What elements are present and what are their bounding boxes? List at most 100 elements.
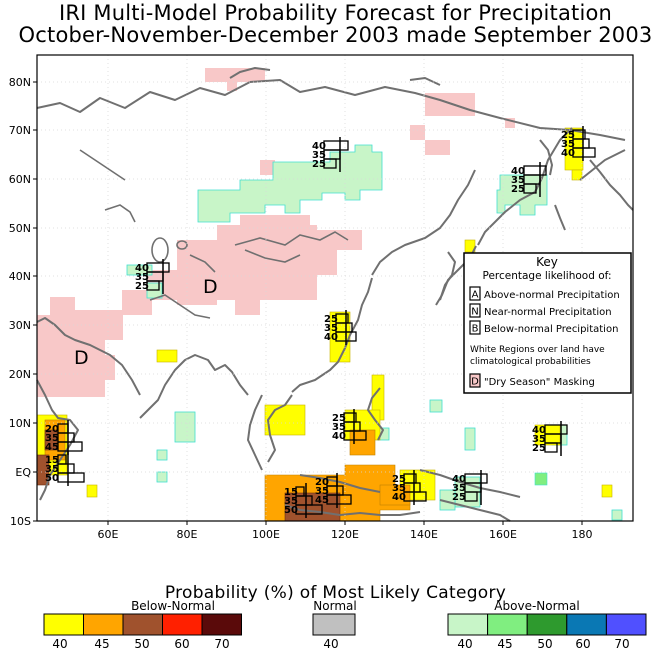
- key-note-line1: White Regions over land have: [470, 345, 605, 355]
- probability-box: 40 35 25: [452, 470, 488, 505]
- prob-value: 35: [532, 434, 546, 445]
- prob-value: 20: [315, 477, 329, 488]
- prob-value: 25: [532, 443, 546, 454]
- key-letter-a: A: [472, 290, 479, 301]
- key-letter-n: N: [471, 307, 478, 318]
- prob-value: 25: [324, 314, 338, 325]
- prob-value: 45: [45, 442, 59, 453]
- lon-label: 160E: [489, 528, 517, 541]
- prob-value: 35: [45, 464, 59, 475]
- key-row-near: Near-normal Precipitation: [484, 307, 612, 318]
- probability-box: 40 35 25: [511, 162, 547, 197]
- key-row-dry: "Dry Season" Masking: [484, 377, 595, 388]
- dry-season-marker: D: [74, 347, 89, 369]
- lat-label: 60N: [9, 173, 31, 186]
- colorbar-tick: 45: [94, 637, 109, 650]
- colorbar-normal-label: Normal: [313, 599, 356, 613]
- colorbar-tick: 70: [614, 637, 629, 650]
- lat-label: 70N: [9, 124, 31, 137]
- prob-value: 25: [392, 474, 406, 485]
- colorbar-swatch: [487, 613, 528, 636]
- colorbar-tick: 50: [537, 637, 552, 650]
- lat-label: 80N: [9, 76, 31, 89]
- prob-value: 35: [312, 150, 326, 161]
- lat-label: 30N: [9, 319, 31, 332]
- colorbar: Below-Normal Normal Above-Normal 40 45 5…: [43, 599, 647, 650]
- colorbar-swatch: [162, 613, 203, 636]
- prob-value: 45: [315, 495, 329, 506]
- lon-label: 60E: [98, 528, 119, 541]
- prob-value: 40: [324, 332, 338, 343]
- colorbar-above-swatches: [447, 613, 647, 636]
- prob-value: 40: [332, 431, 346, 442]
- probability-box: 15 35 50: [284, 483, 323, 518]
- colorbar-swatch: [605, 613, 647, 636]
- key-letter-b: B: [472, 324, 479, 335]
- colorbar-swatch: [566, 613, 607, 636]
- colorbar-above-label: Above-Normal: [494, 599, 579, 613]
- colorbar-swatch: [201, 613, 242, 636]
- map-frame: [36, 54, 634, 522]
- prob-value: 25: [332, 413, 346, 424]
- colorbar-tick: 40: [457, 637, 472, 650]
- colorbar-tick: 70: [214, 637, 229, 650]
- key-row-below: Below-normal Precipitation: [484, 324, 618, 335]
- colorbar-tick: 60: [174, 637, 189, 650]
- prob-value: 40: [511, 166, 525, 177]
- prob-value: 40: [532, 425, 546, 436]
- lat-label: 50N: [9, 222, 31, 235]
- probability-box: 25 35 40: [324, 310, 357, 345]
- lon-label: 120E: [331, 528, 359, 541]
- key-note-line2: climatological probabilities: [470, 357, 591, 367]
- prob-value: 40: [135, 263, 149, 274]
- colorbar-title: Probability (%) of Most Likely Category: [164, 583, 507, 603]
- prob-value: 35: [45, 433, 59, 444]
- key-letter-d: D: [471, 377, 479, 388]
- lon-label: 180: [572, 528, 593, 541]
- probability-box: 20 35 45: [45, 420, 83, 455]
- lat-label: 40N: [9, 270, 31, 283]
- prob-value: 50: [284, 505, 298, 516]
- colorbar-swatch: [83, 613, 124, 636]
- map-title-line1: IRI Multi-Model Probability Forecast for…: [58, 1, 613, 25]
- key-title: Key: [536, 255, 558, 269]
- prob-value: 25: [561, 130, 575, 141]
- probability-box: 25 35 40: [561, 126, 596, 161]
- colorbar-below-label: Below-Normal: [131, 599, 215, 613]
- prob-value: 15: [45, 455, 59, 466]
- prob-value: 25: [511, 184, 525, 195]
- colorbar-swatch: [122, 613, 163, 636]
- colorbar-below-swatches: [43, 613, 242, 636]
- prob-value: 35: [561, 139, 575, 150]
- colorbar-tick: 45: [497, 637, 512, 650]
- map-title-line2: October-November-December 2003 made Sept…: [18, 23, 653, 47]
- prob-value: 35: [452, 483, 466, 494]
- probability-box: 40 35 25: [135, 259, 170, 294]
- prob-value: 35: [511, 175, 525, 186]
- colorbar-normal-swatches: [312, 613, 356, 636]
- prob-value: 20: [45, 424, 59, 435]
- lat-label: 10S: [10, 515, 31, 528]
- coastlines: [36, 67, 634, 522]
- prob-value: 40: [561, 148, 575, 159]
- probability-box: 40 35 25: [312, 137, 349, 172]
- prob-value: 25: [452, 492, 466, 503]
- prob-value: 25: [135, 281, 149, 292]
- probability-box: 25 35 40: [392, 470, 427, 505]
- colorbar-tick: 40: [323, 637, 338, 650]
- prob-value: 35: [135, 272, 149, 283]
- dry-season-marker: D: [203, 276, 218, 298]
- lon-label: 140E: [410, 528, 438, 541]
- key-row-above: Above-normal Precipitation: [484, 290, 620, 301]
- prob-value: 35: [315, 486, 329, 497]
- lat-label: 10N: [9, 417, 31, 430]
- prob-value: 35: [392, 483, 406, 494]
- colorbar-swatch: [526, 613, 568, 636]
- key-subtitle: Percentage likelihood of:: [482, 270, 611, 282]
- colorbar-tick: 40: [52, 637, 67, 650]
- probability-box: 15 35 50: [45, 451, 85, 486]
- colorbar-tick: 50: [134, 637, 149, 650]
- prob-value: 25: [312, 159, 326, 170]
- probability-box: 20 35 45: [315, 473, 352, 508]
- prob-value: 40: [392, 492, 406, 503]
